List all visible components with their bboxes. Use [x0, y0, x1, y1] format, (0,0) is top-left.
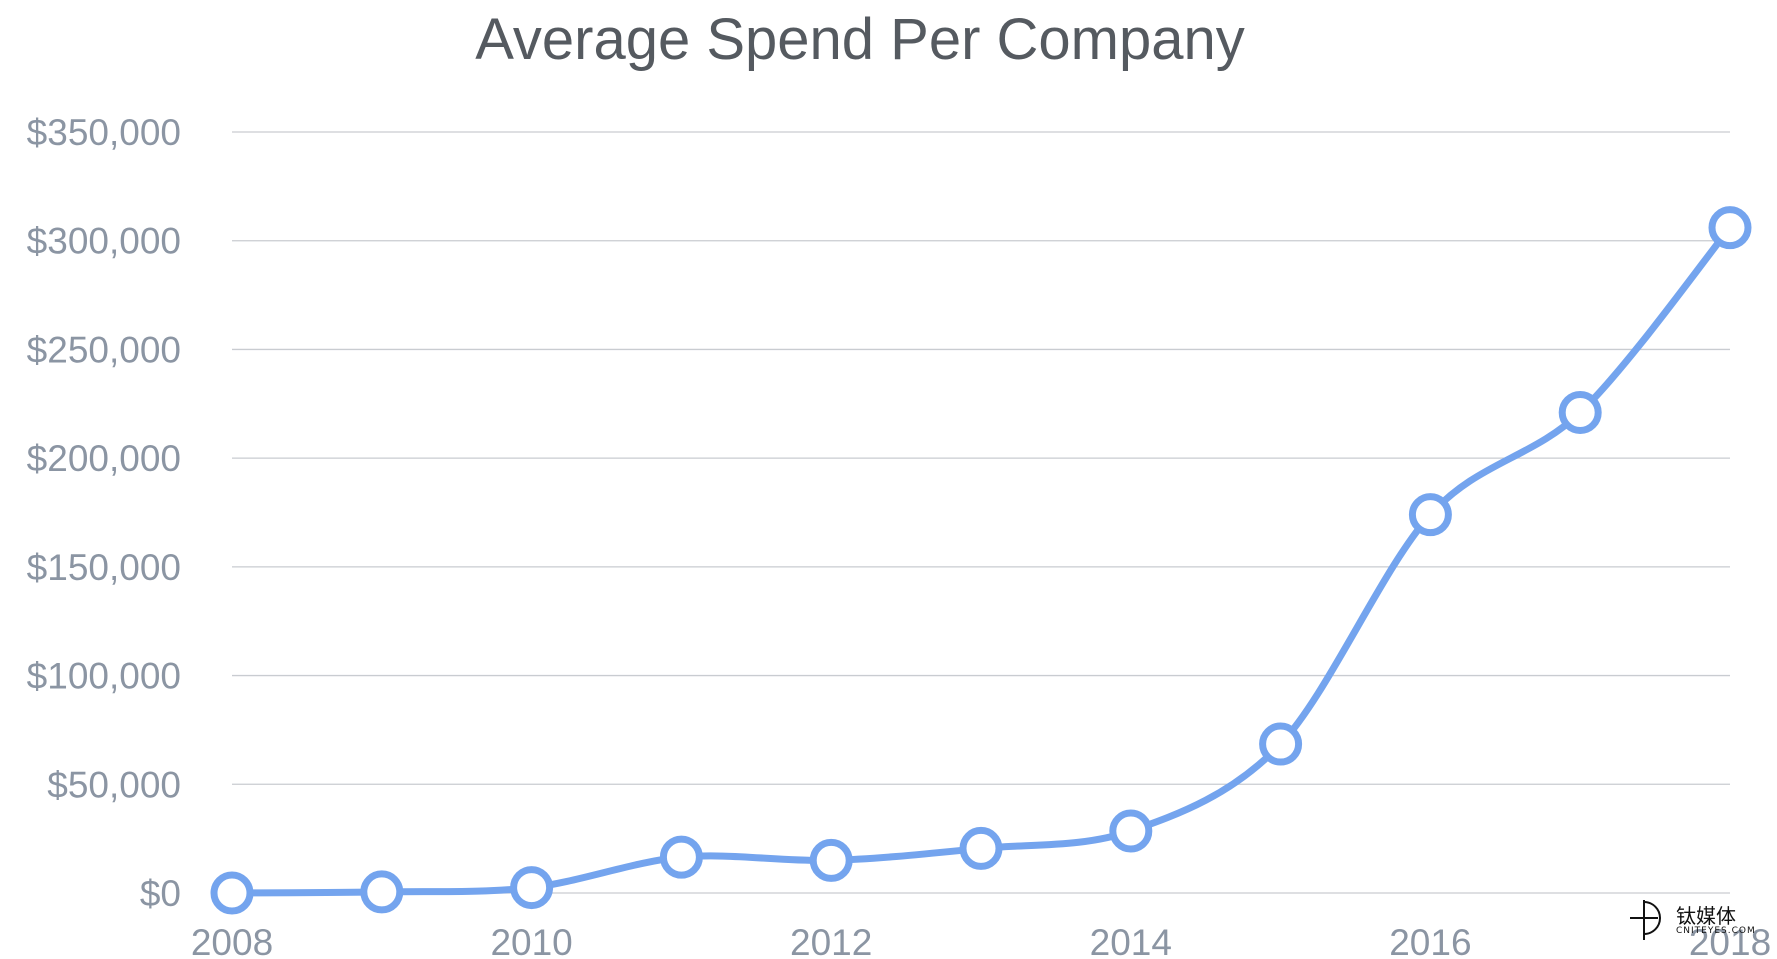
data-point	[1408, 493, 1452, 537]
series-line	[228, 224, 1734, 897]
y-tick-label: $200,000	[27, 438, 181, 479]
data-point	[1109, 809, 1153, 853]
series-line-path	[228, 224, 1734, 897]
y-tick-label: $100,000	[27, 656, 181, 697]
y-tick-label: $0	[140, 873, 181, 914]
data-point	[659, 835, 703, 879]
y-tick-label: $250,000	[27, 329, 181, 370]
x-tick-label: 2018	[1689, 922, 1771, 959]
data-points	[210, 206, 1752, 915]
x-tick-label: 2010	[490, 922, 572, 959]
y-tick-label: $350,000	[27, 112, 181, 153]
y-tick-label: $300,000	[27, 221, 181, 262]
data-point	[809, 838, 853, 882]
data-point	[1558, 390, 1602, 434]
watermark-logo: 钛媒体 CNITEYES.COM	[1628, 896, 1776, 956]
data-point	[210, 871, 254, 915]
x-tick-label: 2012	[790, 922, 872, 959]
x-axis-ticks: 2008 2010 2012 2014 2016 2018	[191, 922, 1771, 959]
chart-title: Average Spend Per Company	[475, 7, 1245, 72]
watermark-en-text: CNITEYES.COM	[1676, 926, 1756, 936]
data-point	[1259, 722, 1303, 766]
data-point	[360, 870, 404, 914]
watermark-icon	[1630, 900, 1661, 940]
data-point	[510, 866, 554, 910]
x-tick-label: 2008	[191, 922, 273, 959]
data-point	[959, 826, 1003, 870]
data-point	[1708, 206, 1752, 250]
x-tick-label: 2016	[1389, 922, 1471, 959]
y-tick-label: $50,000	[47, 764, 181, 805]
y-axis-ticks: $0 $50,000 $100,000 $150,000 $200,000 $250,00…	[27, 112, 181, 914]
y-tick-label: $150,000	[27, 547, 181, 588]
x-tick-label: 2014	[1090, 922, 1172, 959]
gridlines	[232, 131, 1730, 894]
watermark-cn-text: 钛媒体	[1676, 904, 1736, 928]
